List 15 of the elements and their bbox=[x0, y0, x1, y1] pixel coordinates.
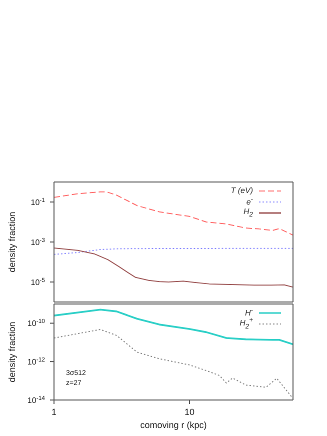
y-tick-label: 10$^{-14}$ bbox=[27, 395, 46, 405]
legend-label: T (eV) bbox=[230, 186, 254, 195]
legend-label: H$^{-}$ bbox=[244, 307, 254, 318]
y-tick-label: 10$^{-1}$ bbox=[30, 197, 46, 207]
y-tick-label: 10$^{-12}$ bbox=[27, 356, 46, 367]
legend-label: H$_{2}$ bbox=[242, 206, 254, 218]
y-axis-title: density fraction bbox=[7, 322, 18, 382]
y-axis-title: density fraction bbox=[7, 212, 18, 272]
y-tick-label: 10$^{-5}$ bbox=[30, 277, 46, 287]
x-tick-label: 10 bbox=[184, 407, 195, 417]
x-tick-label: 1 bbox=[51, 407, 57, 417]
legend-label: e$^{-}$ bbox=[245, 196, 254, 207]
y-tick-label: 10$^{-3}$ bbox=[30, 237, 46, 247]
y-tick-label: 10$^{-10}$ bbox=[27, 318, 46, 328]
x-axis-title: comoving r (kpc) bbox=[140, 420, 207, 430]
